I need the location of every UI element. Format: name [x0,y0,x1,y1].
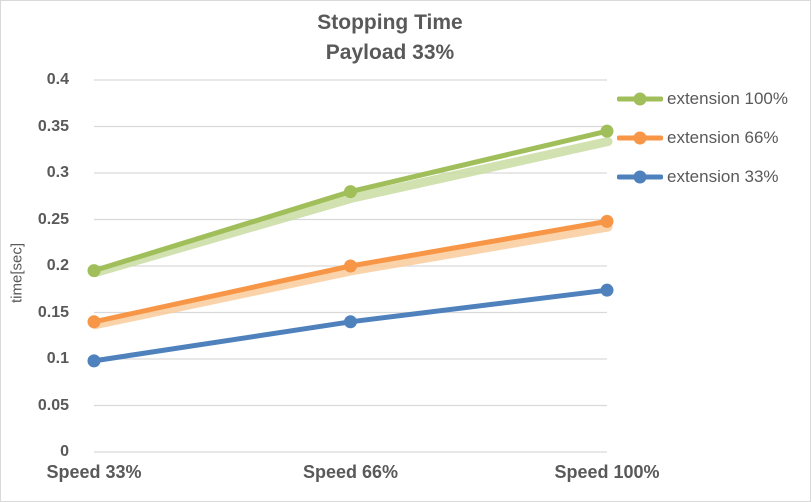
data-point-marker-extension-100[interactable] [600,124,614,138]
data-point-marker-extension-33[interactable] [87,354,101,368]
y-axis-tick: 0.05 [37,396,69,414]
chart-title-line1: Stopping Time [317,11,463,34]
legend-swatch-icon [617,92,663,106]
legend-swatch-icon [617,131,663,145]
x-axis-label: Speed 100% [554,462,660,482]
legend-label: extension 100% [667,89,788,108]
plot-area [87,79,614,453]
chart-title: Stopping Time Payload 33% [1,8,779,68]
data-point-marker-extension-33[interactable] [344,315,357,329]
series-shadow-extension-100 [90,137,613,278]
chart-title-line2: Payload 33% [325,41,455,64]
series-shadow-extension-66 [90,222,613,330]
y-axis-tick: 0.4 [46,71,69,88]
legend-swatch-icon [617,170,663,184]
legend-label: extension 33% [667,167,779,186]
y-axis-tick: 0.15 [37,303,69,321]
x-axis-label: Speed 33% [46,462,142,482]
y-axis-tick: 0.25 [37,210,69,228]
y-axis-tick: 0.35 [37,117,69,135]
y-axis-tick: 0.1 [46,350,69,367]
data-point-marker-extension-66[interactable] [87,315,101,329]
x-axis-label: Speed 66% [302,462,399,482]
y-axis-tick: 0 [60,443,69,460]
legend-item-extension-33[interactable]: extension 33% [617,167,779,187]
y-axis-tick: 0.2 [46,257,69,274]
data-point-marker-extension-100[interactable] [344,185,357,199]
legend-item-extension-66[interactable]: extension 66% [617,128,779,148]
data-point-marker-extension-33[interactable] [600,283,614,297]
y-axis-tick: 0.3 [46,164,69,181]
legend-label: extension 66% [667,128,779,147]
data-point-marker-extension-66[interactable] [344,259,357,273]
data-point-marker-extension-66[interactable] [600,214,614,228]
legend-item-extension-100[interactable]: extension 100% [617,89,788,109]
data-point-marker-extension-100[interactable] [87,264,101,278]
